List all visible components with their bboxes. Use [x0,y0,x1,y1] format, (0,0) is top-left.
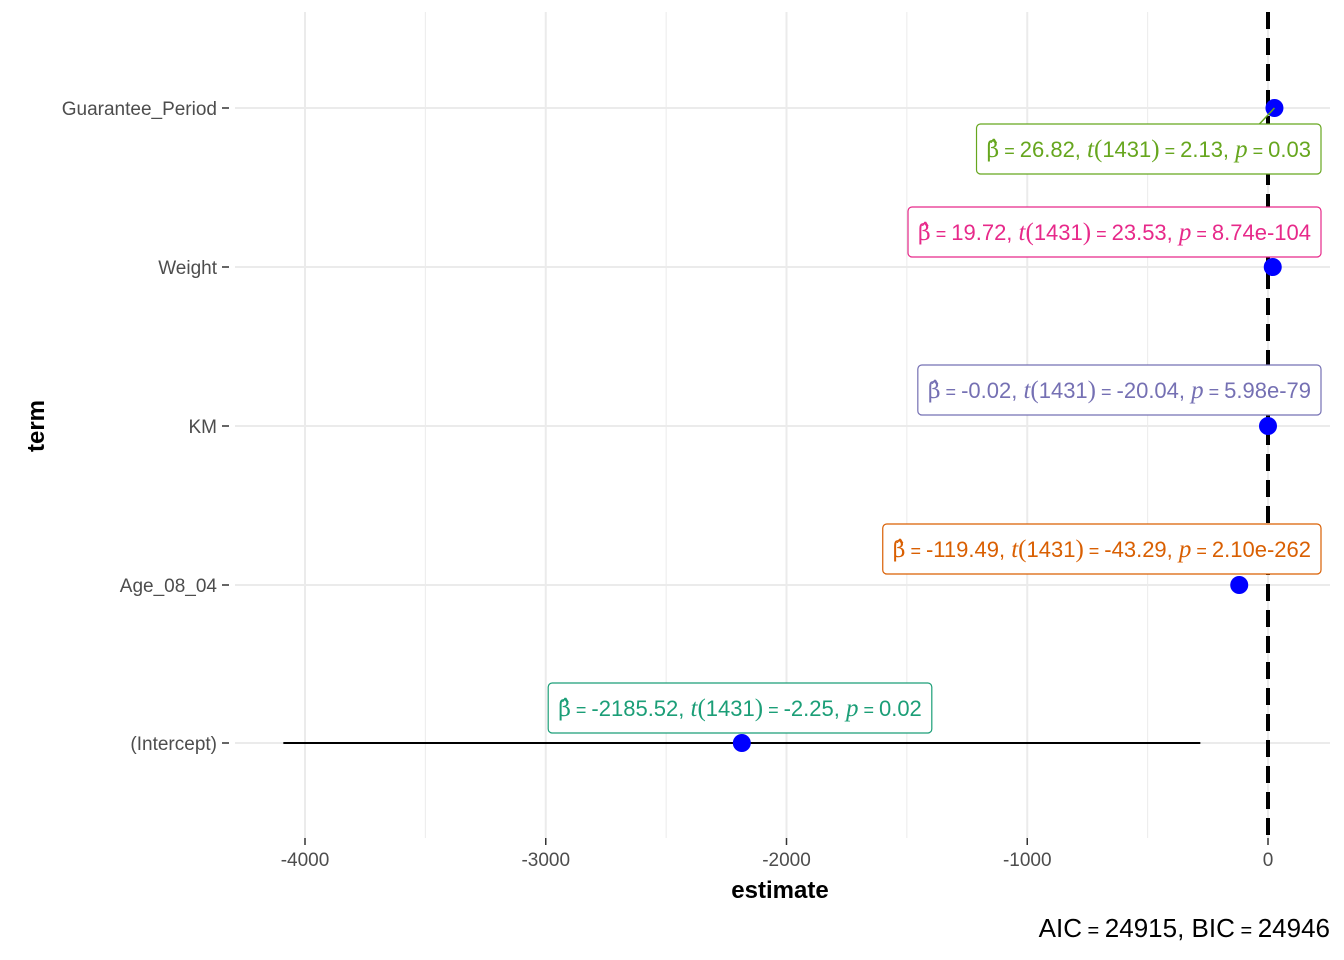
estimate-label-weight: β̂ = 19.72, t(1431) = 23.53, p = 8.74e-1… [907,206,1322,258]
estimate-label-age-08-04: β̂ = -119.49, t(1431) = -43.29, p = 2.10… [882,523,1322,575]
label-text: β̂ = 19.72, t(1431) = 23.53, p = 8.74e-1… [918,219,1311,246]
estimate-points [732,99,1284,752]
x-tick-label: -1000 [1003,850,1052,871]
estimate-point-km [1258,417,1277,435]
label-leader-lines [1258,107,1276,125]
leader-line-guarantee-period [1258,107,1276,125]
y-tick-label-age-08-04: Age_08_04 [120,576,218,597]
model-fit-caption: AIC = 24915, BIC = 24946 [1039,913,1330,943]
estimate-point-intercept [732,734,751,752]
estimate-label-km: β̂ = -0.02, t(1431) = -20.04, p = 5.98e-… [917,364,1322,416]
label-text: β̂ = 26.82, t(1431) = 2.13, p = 0.03 [987,136,1311,163]
label-text: β̂ = -2185.52, t(1431) = -2.25, p = 0.02 [558,695,922,722]
x-tick-label: -3000 [521,850,570,871]
estimate-point-weight [1263,258,1282,276]
caption-text: AIC = 24915, BIC = 24946 [1039,913,1330,943]
y-axis-ticks: Guarantee_Period Weight KM Age_08_04 (Interc… [62,99,229,755]
estimate-labels: β̂ = 26.82, t(1431) = 2.13, p = 0.03 β̂ =… [547,123,1322,734]
x-tick-label: -4000 [281,850,330,871]
label-box [975,123,1322,175]
y-tick-label-weight: Weight [158,258,218,279]
estimate-label-guarantee-period: β̂ = 26.82, t(1431) = 2.13, p = 0.03 [975,123,1322,175]
y-tick-label-guarantee-period: Guarantee_Period [62,99,217,120]
y-axis-title: term [23,400,50,452]
y-tick-label-intercept: (Intercept) [130,734,217,755]
estimate-label-intercept: β̂ = -2185.52, t(1431) = -2.25, p = 0.02 [547,682,933,734]
label-text: β̂ = -119.49, t(1431) = -43.29, p = 2.10… [893,536,1311,563]
y-tick-label-km: KM [189,417,218,438]
label-text: β̂ = -0.02, t(1431) = -20.04, p = 5.98e-… [928,377,1311,404]
label-box [882,523,1322,575]
x-axis-ticks: -4000 -3000 -2000 -1000 0 [281,838,1274,871]
x-tick-label: -2000 [762,850,811,871]
x-axis-title: estimate [731,877,828,904]
x-tick-label: 0 [1263,850,1274,871]
estimate-point-age-08-04 [1230,576,1249,594]
label-box [917,364,1322,416]
label-box [547,682,933,734]
label-box [907,206,1322,258]
